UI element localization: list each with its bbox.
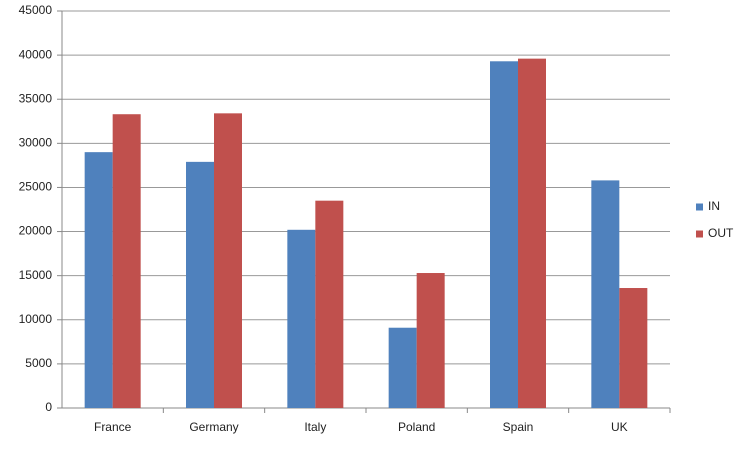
x-tick-label: Poland — [398, 420, 435, 434]
bar — [518, 58, 546, 408]
bar — [287, 229, 316, 408]
y-tick-label: 35000 — [19, 91, 53, 105]
y-tick-label: 10000 — [19, 312, 53, 326]
bar — [388, 327, 417, 408]
bar — [619, 288, 648, 408]
x-tick-label: Germany — [189, 420, 238, 434]
bar — [112, 114, 141, 408]
y-tick-label: 30000 — [19, 136, 53, 150]
bar — [490, 61, 518, 408]
y-tick-label: 25000 — [19, 180, 53, 194]
bar — [591, 180, 620, 408]
y-tick-label: 0 — [45, 400, 52, 414]
bar — [214, 113, 242, 409]
bar — [186, 161, 214, 408]
x-tick-label: Spain — [503, 420, 534, 434]
y-tick-label: 15000 — [19, 268, 53, 282]
legend-swatch — [696, 230, 703, 238]
y-tick-label: 20000 — [19, 224, 53, 238]
legend-label: IN — [708, 199, 720, 213]
x-tick-label: France — [94, 420, 132, 434]
y-tick-label: 45000 — [19, 3, 53, 17]
legend-swatch — [696, 203, 703, 211]
legend-label: OUT — [708, 226, 734, 240]
bar — [416, 273, 445, 408]
y-tick-label: 5000 — [25, 356, 52, 370]
bar — [315, 200, 344, 408]
x-tick-label: Italy — [304, 420, 326, 434]
bar — [84, 152, 113, 408]
y-tick-label: 40000 — [19, 47, 53, 61]
x-tick-label: UK — [611, 420, 628, 434]
